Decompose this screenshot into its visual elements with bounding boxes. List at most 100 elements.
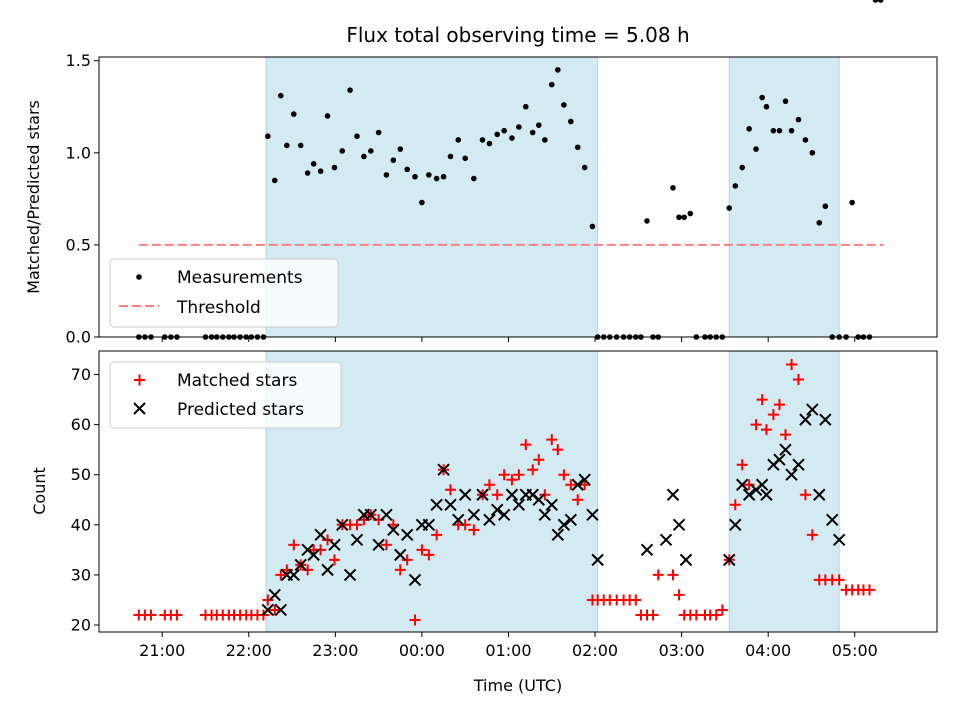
x-tick-label: 23:00 xyxy=(312,641,358,660)
measurement-point xyxy=(277,92,284,99)
x-tick-label: 21:00 xyxy=(139,641,185,660)
count-legend: Matched stars Predicted stars xyxy=(109,361,342,429)
predicted-star-point xyxy=(422,518,436,532)
predicted-star-point xyxy=(274,603,288,617)
predicted-star-point xyxy=(437,463,450,476)
ratio-legend: Measurements Threshold xyxy=(109,258,339,328)
ratio-x-ticks xyxy=(161,337,856,342)
y-tick-label: 0.0 xyxy=(66,328,91,347)
predicted-star-point xyxy=(813,488,826,501)
predicted-stars-points xyxy=(261,403,846,617)
measurement-point xyxy=(568,118,574,125)
measurement-point xyxy=(361,153,367,160)
measurement-point xyxy=(397,146,404,152)
measurement-point xyxy=(753,146,759,152)
measurement-point xyxy=(471,175,477,182)
y-tick-label: 30 xyxy=(71,565,91,584)
matched-star-point xyxy=(786,359,798,371)
legend-measurements-marker xyxy=(136,274,142,280)
measurement-point xyxy=(479,137,486,143)
matched-star-point xyxy=(506,474,518,486)
matched-star-point xyxy=(533,454,545,466)
y-tick-label: 70 xyxy=(71,365,91,384)
count-y-axis-title: Count xyxy=(30,467,49,515)
matched-star-point xyxy=(171,609,183,621)
y-tick-label: 1.0 xyxy=(66,143,91,162)
predicted-star-point xyxy=(452,513,465,527)
measurement-point xyxy=(310,161,317,167)
predicted-star-point xyxy=(483,513,496,527)
predicted-star-point xyxy=(586,508,599,521)
measurement-point xyxy=(501,127,507,134)
matched-star-point xyxy=(459,519,471,531)
matched-star-point xyxy=(630,594,642,606)
predicted-star-point xyxy=(372,538,385,552)
matched-star-point xyxy=(756,394,768,406)
predicted-star-point xyxy=(792,458,805,471)
matched-star-point xyxy=(806,529,818,541)
predicted-star-point xyxy=(679,553,693,567)
matched-star-point xyxy=(736,459,748,471)
measurement-point xyxy=(347,87,353,93)
measurement-point xyxy=(872,0,879,3)
measurement-point xyxy=(687,210,694,217)
measurement-point xyxy=(739,164,746,171)
measurement-point xyxy=(331,164,338,171)
measurement-point xyxy=(644,218,650,224)
matched-star-point xyxy=(520,439,532,451)
y-tick-label: 20 xyxy=(71,615,91,634)
measurement-point xyxy=(561,102,567,108)
measurement-point xyxy=(776,127,783,134)
predicted-star-point xyxy=(491,503,504,516)
measurement-point xyxy=(375,129,382,136)
matched-star-point xyxy=(423,549,435,561)
predicted-star-point xyxy=(505,488,519,501)
ratio-y-axis-title: Matched/Predicted stars xyxy=(24,100,43,294)
ratio-y-ticks: 0.0 0.5 1.0 1.5 xyxy=(66,51,99,347)
predicted-star-point xyxy=(314,528,327,542)
matched-star-point xyxy=(468,524,480,536)
y-tick-label: 60 xyxy=(71,415,91,434)
predicted-star-point xyxy=(532,493,545,506)
predicted-star-point xyxy=(408,573,422,587)
legend-predicted-label: Predicted stars xyxy=(177,400,304,420)
matched-star-point xyxy=(546,434,558,446)
legend-threshold-label: Threshold xyxy=(176,298,261,318)
predicted-star-point xyxy=(578,473,591,486)
matched-star-point xyxy=(262,594,274,606)
predicted-star-point xyxy=(557,518,571,532)
matched-star-point xyxy=(652,569,664,581)
matched-star-point xyxy=(401,554,413,566)
count-panel: 20 30 40 50 60 70 21:00 22:00 23:00 00:00 01:00 02… xyxy=(30,350,938,695)
predicted-star-point xyxy=(564,513,578,527)
measurement-point xyxy=(455,137,462,143)
matched-star-point xyxy=(275,569,287,581)
measurement-point xyxy=(548,81,555,88)
count-x-ticks: 21:00 22:00 23:00 00:00 01:00 02:00 03:00 04:00… xyxy=(139,632,878,660)
matched-star-point xyxy=(552,444,564,456)
predicted-star-point xyxy=(551,528,565,542)
count-y-ticks: 20 30 40 50 60 70 xyxy=(71,365,99,634)
measurement-point xyxy=(770,127,777,134)
predicted-star-point xyxy=(819,413,832,426)
matched-star-point xyxy=(322,534,334,546)
matched-star-point xyxy=(767,409,779,421)
predicted-star-point xyxy=(394,548,407,562)
predicted-star-point xyxy=(666,488,680,501)
measurement-point xyxy=(284,142,290,149)
matched-star-point xyxy=(833,574,845,586)
measurement-point xyxy=(555,67,561,73)
measurement-point xyxy=(419,199,425,206)
measurement-point xyxy=(304,170,311,176)
predicted-star-point xyxy=(343,568,357,582)
predicted-star-point xyxy=(799,413,812,426)
predicted-star-point xyxy=(659,533,673,547)
predicted-star-point xyxy=(729,518,742,532)
predicted-star-point xyxy=(779,443,792,456)
observing-window-2 xyxy=(728,350,840,633)
x-axis-title: Time (UTC) xyxy=(473,676,562,695)
measurement-point xyxy=(732,183,739,189)
predicted-star-point xyxy=(444,498,457,511)
measurement-point xyxy=(447,153,454,160)
